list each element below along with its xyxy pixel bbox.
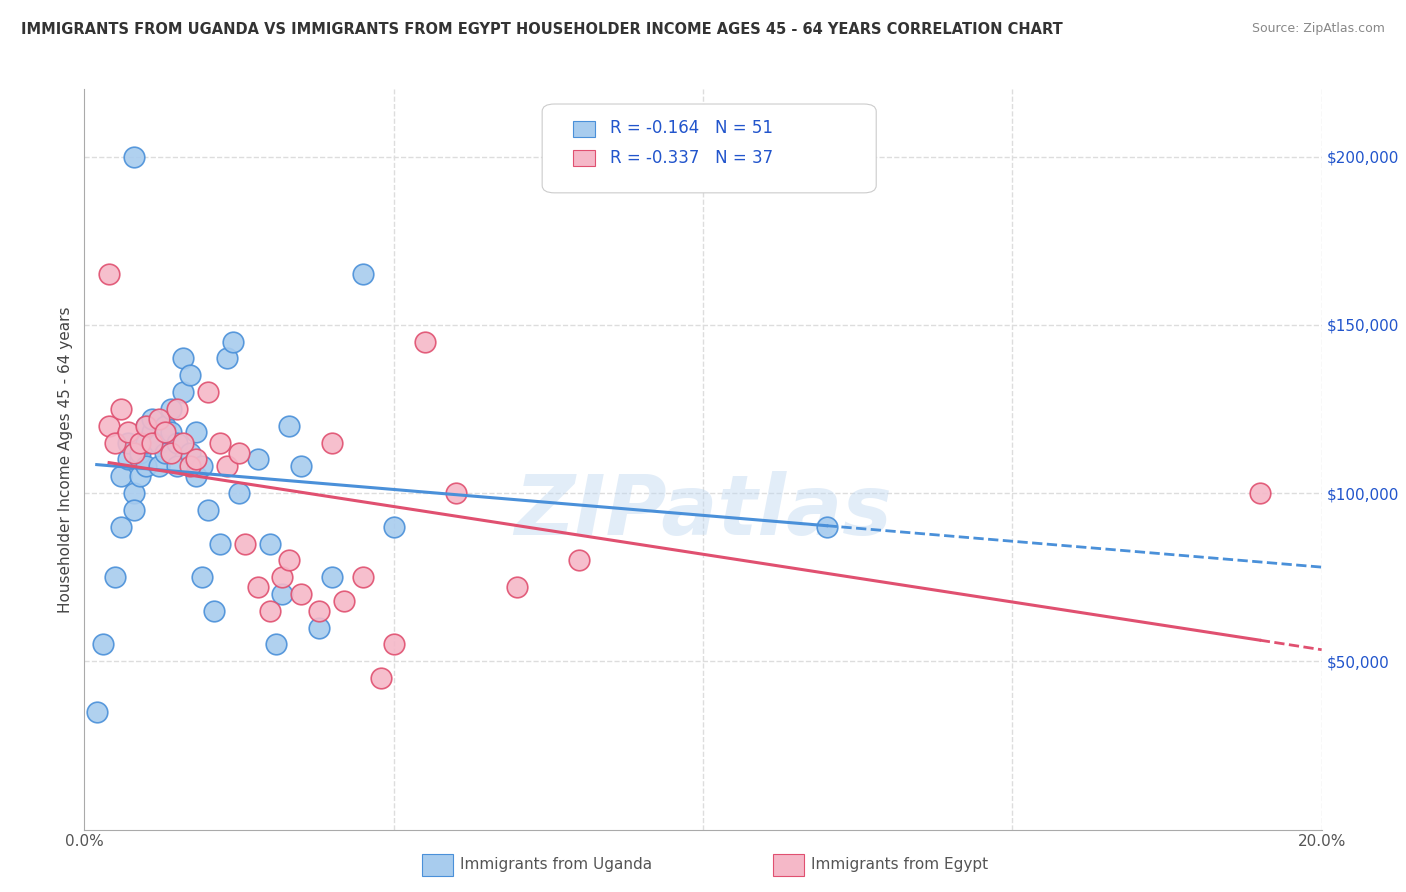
Point bbox=[333, 593, 356, 607]
Point bbox=[141, 435, 163, 450]
Text: Source: ZipAtlas.com: Source: ZipAtlas.com bbox=[1251, 22, 1385, 36]
Point bbox=[184, 452, 207, 467]
Text: Immigrants from Egypt: Immigrants from Egypt bbox=[811, 857, 988, 871]
Point bbox=[413, 334, 436, 349]
Point bbox=[179, 368, 201, 383]
Point bbox=[259, 604, 281, 618]
Point bbox=[184, 425, 207, 440]
Point bbox=[233, 536, 256, 550]
Point bbox=[110, 401, 132, 416]
Point bbox=[110, 469, 132, 483]
Point bbox=[222, 334, 245, 349]
Point bbox=[122, 445, 145, 459]
Point bbox=[172, 435, 194, 450]
Point bbox=[1249, 486, 1271, 500]
Point bbox=[179, 459, 201, 474]
Point bbox=[153, 418, 176, 433]
Point bbox=[506, 580, 529, 594]
Point bbox=[148, 412, 170, 426]
Point bbox=[444, 486, 467, 500]
Text: Immigrants from Uganda: Immigrants from Uganda bbox=[460, 857, 652, 871]
Point bbox=[91, 637, 114, 651]
Point bbox=[160, 445, 183, 459]
Point bbox=[277, 418, 299, 433]
Point bbox=[321, 435, 343, 450]
Text: R = -0.337   N = 37: R = -0.337 N = 37 bbox=[610, 149, 773, 167]
Point bbox=[117, 425, 139, 440]
Text: R = -0.164   N = 51: R = -0.164 N = 51 bbox=[610, 120, 773, 137]
FancyBboxPatch shape bbox=[574, 150, 595, 166]
Point bbox=[277, 553, 299, 567]
Point bbox=[117, 452, 139, 467]
Point bbox=[122, 149, 145, 163]
Point bbox=[308, 604, 330, 618]
Point bbox=[129, 469, 152, 483]
Point bbox=[104, 570, 127, 584]
Point bbox=[259, 536, 281, 550]
Point bbox=[184, 469, 207, 483]
Point bbox=[122, 486, 145, 500]
Point bbox=[209, 435, 232, 450]
Point bbox=[228, 486, 250, 500]
Point bbox=[197, 503, 219, 517]
Point bbox=[122, 503, 145, 517]
Point bbox=[117, 435, 139, 450]
Point bbox=[202, 604, 225, 618]
Point bbox=[129, 435, 152, 450]
Point bbox=[815, 519, 838, 533]
Point bbox=[141, 425, 163, 440]
Point bbox=[197, 385, 219, 400]
Point bbox=[191, 459, 214, 474]
Point bbox=[104, 435, 127, 450]
Point bbox=[290, 459, 312, 474]
Point bbox=[153, 445, 176, 459]
Point bbox=[148, 459, 170, 474]
Point bbox=[166, 435, 188, 450]
Point bbox=[172, 385, 194, 400]
Point bbox=[209, 536, 232, 550]
Point bbox=[135, 418, 157, 433]
Point bbox=[129, 445, 152, 459]
Point bbox=[129, 452, 152, 467]
Point bbox=[153, 425, 176, 440]
Point bbox=[271, 570, 294, 584]
Point bbox=[308, 621, 330, 635]
Point bbox=[110, 519, 132, 533]
Point bbox=[160, 401, 183, 416]
Point bbox=[246, 580, 269, 594]
Point bbox=[98, 418, 121, 433]
FancyBboxPatch shape bbox=[543, 104, 876, 193]
Point bbox=[290, 587, 312, 601]
Point bbox=[352, 570, 374, 584]
Point bbox=[382, 519, 405, 533]
Point bbox=[321, 570, 343, 584]
Point bbox=[86, 705, 108, 719]
Text: ZIPatlas: ZIPatlas bbox=[515, 471, 891, 552]
Point bbox=[148, 435, 170, 450]
Point bbox=[191, 570, 214, 584]
Point bbox=[271, 587, 294, 601]
Point bbox=[172, 351, 194, 366]
Point bbox=[135, 418, 157, 433]
Point bbox=[215, 351, 238, 366]
Point bbox=[141, 412, 163, 426]
Point bbox=[166, 401, 188, 416]
Point bbox=[352, 268, 374, 282]
Point bbox=[264, 637, 287, 651]
Point bbox=[179, 445, 201, 459]
Point bbox=[135, 459, 157, 474]
Point bbox=[370, 671, 392, 685]
Point bbox=[246, 452, 269, 467]
Point bbox=[382, 637, 405, 651]
Point bbox=[98, 268, 121, 282]
Point bbox=[568, 553, 591, 567]
Point bbox=[160, 425, 183, 440]
Point bbox=[215, 459, 238, 474]
Point bbox=[228, 445, 250, 459]
Point bbox=[166, 459, 188, 474]
Point bbox=[135, 435, 157, 450]
FancyBboxPatch shape bbox=[574, 120, 595, 136]
Y-axis label: Householder Income Ages 45 - 64 years: Householder Income Ages 45 - 64 years bbox=[58, 306, 73, 613]
Text: IMMIGRANTS FROM UGANDA VS IMMIGRANTS FROM EGYPT HOUSEHOLDER INCOME AGES 45 - 64 : IMMIGRANTS FROM UGANDA VS IMMIGRANTS FRO… bbox=[21, 22, 1063, 37]
